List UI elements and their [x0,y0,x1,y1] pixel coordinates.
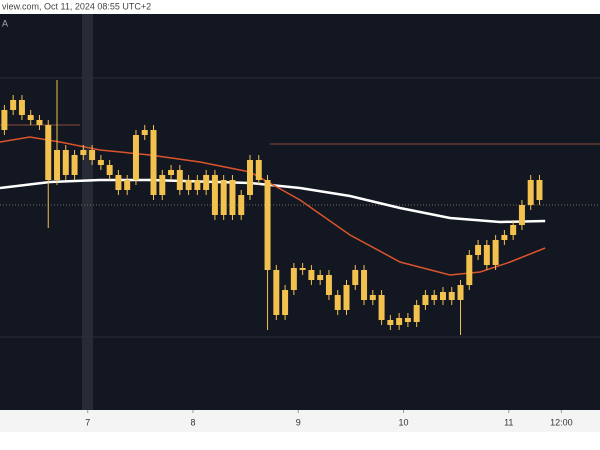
candle-body [247,160,253,195]
candle-body [211,175,218,215]
moving-average [0,178,546,224]
candle-body [18,100,25,115]
candle-body [54,150,61,180]
candle-body [71,155,78,175]
candle-body [290,268,297,290]
chart-subtitle: A [2,18,8,28]
candle-body [413,305,420,322]
candle-body [89,150,96,160]
header-bar [0,0,600,14]
candle-body [132,135,139,180]
candle-body [1,110,8,130]
x-axis-bar [0,410,600,432]
candle-body [229,180,236,215]
candle-body [431,295,438,300]
candle-body [404,318,411,322]
candle-body [168,170,175,175]
candle-body [299,268,306,270]
candle-body [194,180,201,190]
candle-body [518,205,525,225]
candle-body [422,295,429,305]
candle-body [238,195,245,215]
candle-body [448,292,455,300]
candle-body [141,130,148,135]
candle-body [396,318,403,325]
plot-area [0,14,600,410]
candle-body [273,270,280,315]
candle-body [387,320,394,325]
candle-body [115,175,122,190]
candle-body [36,120,43,125]
candle-body [255,160,262,180]
candle-body [282,290,289,315]
candle-body [536,180,543,200]
candle-body [45,125,52,180]
candle-body [361,270,368,300]
candle-body [308,270,315,280]
candle-body [378,295,385,320]
candle-body [220,180,227,215]
candle-body [264,180,271,270]
candle-body [439,292,446,300]
moving-average [0,136,546,276]
candle-body [343,285,350,310]
candle-body [317,275,324,280]
x-tick-label: 10 [399,417,409,427]
x-tick-label: 9 [296,417,301,427]
x-tick-label: 12:00 [550,417,573,427]
candle-body [510,225,517,235]
candle-body [10,100,17,110]
candle-body [176,170,183,190]
candle-body [334,295,341,310]
candle-body [492,240,499,265]
candle-body [475,245,482,255]
candle-body [483,245,490,265]
candle-body [203,175,210,190]
x-tick-label: 7 [85,417,90,427]
candle-body [97,160,104,165]
candle-body [150,130,157,195]
candle-body [369,295,376,300]
candle-body [352,270,359,285]
candle-body [27,115,34,120]
candle-body [325,275,332,295]
candle-body [159,175,166,195]
candle-body [62,150,69,175]
candle-body [80,150,87,155]
candle-body [527,180,534,205]
candle-body [106,165,113,175]
candle-body [466,255,473,285]
x-tick-label: 11 [504,417,513,427]
candle-body [185,180,192,190]
highlight-band [82,14,93,410]
candle-body [457,285,464,300]
chart-title: view.com, Oct 11, 2024 08:55 UTC+2 [2,1,151,11]
x-tick-label: 8 [190,417,195,427]
candle-body [501,235,508,240]
candle-body [124,180,131,190]
